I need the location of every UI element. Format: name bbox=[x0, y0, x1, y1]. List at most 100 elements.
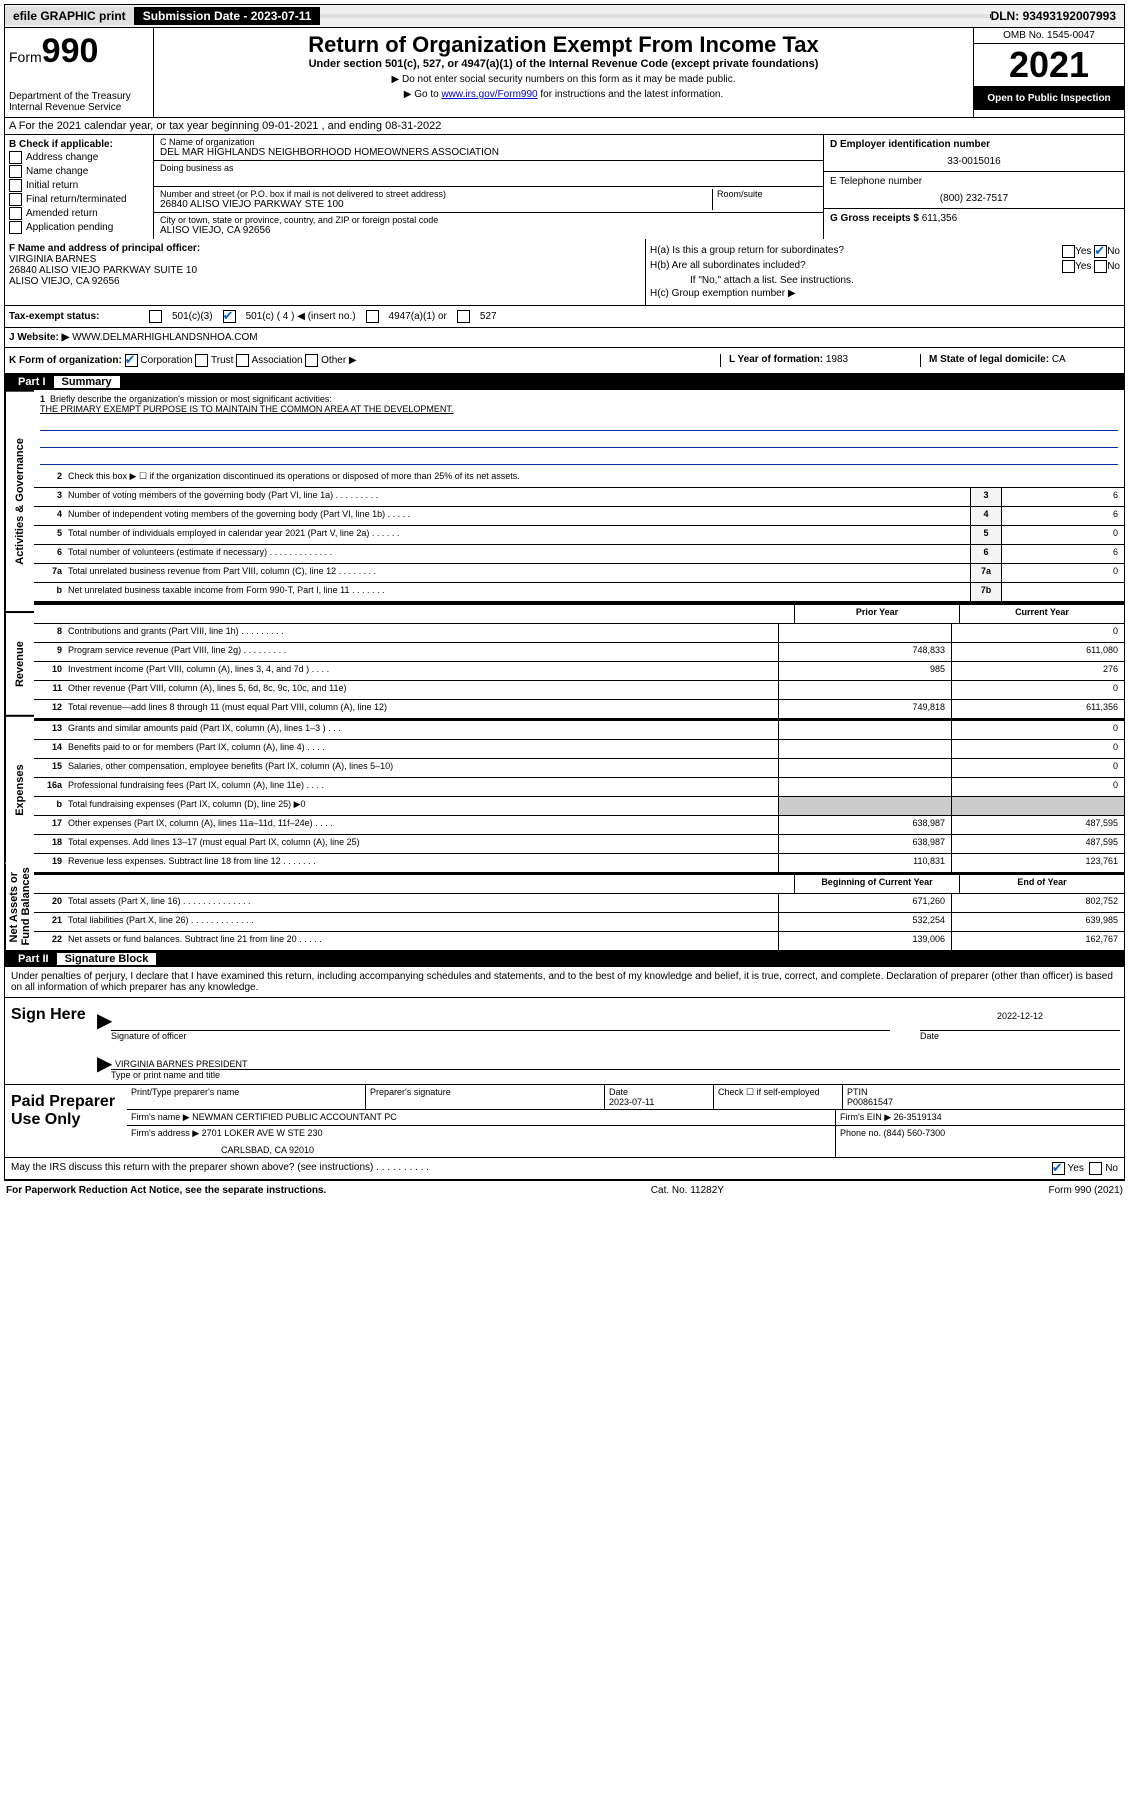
checkbox-icon[interactable] bbox=[149, 310, 162, 323]
summary-row: 3Number of voting members of the governi… bbox=[34, 487, 1124, 506]
opt-trust: Trust bbox=[211, 355, 233, 366]
checkbox-icon[interactable] bbox=[1052, 1162, 1065, 1175]
irs-discuss-question: May the IRS discuss this return with the… bbox=[11, 1162, 1052, 1175]
checkbox-icon[interactable] bbox=[1094, 245, 1107, 258]
hb-label: H(b) Are all subordinates included? bbox=[650, 260, 806, 273]
part-2-header: Part II Signature Block bbox=[4, 951, 1125, 967]
opt-assoc: Association bbox=[251, 355, 302, 366]
dln-value: 93493192007993 bbox=[1023, 9, 1116, 23]
signature-date: 2022-12-12 bbox=[920, 1002, 1120, 1031]
chk-amended-return[interactable]: Amended return bbox=[9, 207, 149, 220]
org-name-cell: C Name of organization DEL MAR HIGHLANDS… bbox=[154, 135, 823, 161]
checkbox-icon[interactable] bbox=[1094, 260, 1107, 273]
hc-label: H(c) Group exemption number ▶ bbox=[650, 288, 796, 299]
form-990-page: efile GRAPHIC print Submission Date - 20… bbox=[0, 0, 1129, 1204]
firm-name: NEWMAN CERTIFIED PUBLIC ACCOUNTANT PC bbox=[192, 1112, 397, 1122]
signature-arrow-icon: ▶ bbox=[97, 1008, 112, 1033]
checkbox-icon[interactable] bbox=[305, 354, 318, 367]
preparer-label: Paid Preparer Use Only bbox=[5, 1085, 127, 1157]
firm-name-label: Firm's name ▶ bbox=[131, 1112, 190, 1122]
mission-text: THE PRIMARY EXEMPT PURPOSE IS TO MAINTAI… bbox=[40, 404, 1118, 414]
summary-row: 18Total expenses. Add lines 13–17 (must … bbox=[34, 834, 1124, 853]
chk-label: Initial return bbox=[26, 180, 78, 191]
firm-ein: 26-3519134 bbox=[894, 1112, 942, 1122]
gross-receipts-cell: G Gross receipts $ 611,356 bbox=[824, 209, 1124, 228]
summary-row: 19Revenue less expenses. Subtract line 1… bbox=[34, 853, 1124, 872]
sign-here-label: Sign Here bbox=[5, 998, 107, 1084]
part-number: Part I bbox=[10, 376, 54, 388]
firm-ein-label: Firm's EIN ▶ bbox=[840, 1112, 894, 1122]
checkbox-icon[interactable] bbox=[195, 354, 208, 367]
preparer-block: Paid Preparer Use Only Print/Type prepar… bbox=[5, 1084, 1124, 1157]
checkbox-icon[interactable] bbox=[1062, 245, 1075, 258]
dba-cell: Doing business as bbox=[154, 161, 823, 187]
summary-row: 17Other expenses (Part IX, column (A), l… bbox=[34, 815, 1124, 834]
checkbox-icon[interactable] bbox=[457, 310, 470, 323]
officer-addr2: ALISO VIEJO, CA 92656 bbox=[9, 276, 641, 287]
city-cell: City or town, state or province, country… bbox=[154, 213, 823, 238]
summary-row: 14Benefits paid to or for members (Part … bbox=[34, 739, 1124, 758]
no-label: No bbox=[1107, 246, 1120, 257]
summary-row: 10Investment income (Part VIII, column (… bbox=[34, 661, 1124, 680]
summary-row: 4Number of independent voting members of… bbox=[34, 506, 1124, 525]
checkbox-icon[interactable] bbox=[125, 354, 138, 367]
checkbox-icon bbox=[9, 207, 22, 220]
submission-date-value: 2023-07-11 bbox=[251, 9, 312, 23]
officer-print-name: VIRGINIA BARNES PRESIDENT bbox=[111, 1059, 248, 1069]
room-label: Room/suite bbox=[717, 189, 817, 199]
opt-corp: Corporation bbox=[140, 355, 192, 366]
tax-year-range: A For the 2021 calendar year, or tax yea… bbox=[4, 118, 1125, 135]
mission-block: 1 Briefly describe the organization's mi… bbox=[34, 390, 1124, 469]
city-value: ALISO VIEJO, CA 92656 bbox=[160, 225, 817, 236]
form-number: Form990 bbox=[9, 32, 149, 71]
form-subtitle: Under section 501(c), 527, or 4947(a)(1)… bbox=[158, 58, 969, 70]
opt-4947: 4947(a)(1) or bbox=[389, 311, 447, 322]
box-de: D Employer identification number 33-0015… bbox=[823, 135, 1124, 239]
top-bar: efile GRAPHIC print Submission Date - 20… bbox=[4, 4, 1125, 28]
ptin-value: P00861547 bbox=[847, 1097, 1120, 1107]
header-middle: Return of Organization Exempt From Incom… bbox=[154, 28, 973, 117]
prep-name-label: Print/Type preparer's name bbox=[131, 1087, 361, 1097]
summary-row: 21Total liabilities (Part X, line 26) . … bbox=[34, 912, 1124, 931]
chk-application-pending[interactable]: Application pending bbox=[9, 221, 149, 234]
checkbox-icon[interactable] bbox=[1089, 1162, 1102, 1175]
checkbox-icon[interactable] bbox=[223, 310, 236, 323]
chk-address-change[interactable]: Address change bbox=[9, 151, 149, 164]
chk-name-change[interactable]: Name change bbox=[9, 165, 149, 178]
firm-addr-label: Firm's address ▶ bbox=[131, 1128, 199, 1138]
box-c: C Name of organization DEL MAR HIGHLANDS… bbox=[154, 135, 823, 239]
perjury-statement: Under penalties of perjury, I declare th… bbox=[5, 967, 1124, 997]
dln: DLN: 93493192007993 bbox=[991, 9, 1124, 23]
officer-addr1: 26840 ALISO VIEJO PARKWAY SUITE 10 bbox=[9, 265, 641, 276]
opt-501c: 501(c) ( 4 ) ◀ (insert no.) bbox=[246, 311, 356, 322]
org-form-row: K Form of organization: Corporation Trus… bbox=[4, 348, 1125, 374]
summary-row: 5Total number of individuals employed in… bbox=[34, 525, 1124, 544]
h-b: H(b) Are all subordinates included? Yes … bbox=[650, 260, 1120, 273]
hb-note: If "No," attach a list. See instructions… bbox=[650, 275, 1120, 286]
line-2: 2Check this box ▶ ☐ if the organization … bbox=[34, 469, 1124, 487]
tax-year: 2021 bbox=[974, 44, 1124, 87]
no-label: No bbox=[1107, 261, 1120, 272]
street-address: 26840 ALISO VIEJO PARKWAY STE 100 bbox=[160, 199, 712, 210]
spacer bbox=[320, 14, 990, 18]
street-cell: Number and street (or P.O. box if mail i… bbox=[154, 187, 823, 213]
chk-final-return[interactable]: Final return/terminated bbox=[9, 193, 149, 206]
checkbox-icon[interactable] bbox=[1062, 260, 1075, 273]
ein-value: 33-0015016 bbox=[830, 156, 1118, 167]
self-employed-check[interactable]: Check ☐ if self-employed bbox=[714, 1085, 843, 1109]
checkbox-icon[interactable] bbox=[366, 310, 379, 323]
print-name-label: Type or print name and title bbox=[111, 1070, 1120, 1080]
h-a: H(a) Is this a group return for subordin… bbox=[650, 245, 1120, 258]
form990-link[interactable]: www.irs.gov/Form990 bbox=[441, 89, 537, 100]
signature-arrow-icon: ▶ bbox=[97, 1051, 112, 1076]
chk-initial-return[interactable]: Initial return bbox=[9, 179, 149, 192]
summary-row: 9Program service revenue (Part VIII, lin… bbox=[34, 642, 1124, 661]
website-label: J Website: ▶ bbox=[9, 332, 72, 343]
checkbox-icon[interactable] bbox=[236, 354, 249, 367]
header-left: Form990 Department of the Treasury Inter… bbox=[5, 28, 154, 117]
form-version: Form 990 (2021) bbox=[1049, 1185, 1123, 1196]
part-1-header: Part I Summary bbox=[4, 374, 1125, 390]
current-year-header: Current Year bbox=[959, 605, 1124, 623]
formation-year: 1983 bbox=[826, 354, 848, 365]
end-year-header: End of Year bbox=[959, 875, 1124, 893]
